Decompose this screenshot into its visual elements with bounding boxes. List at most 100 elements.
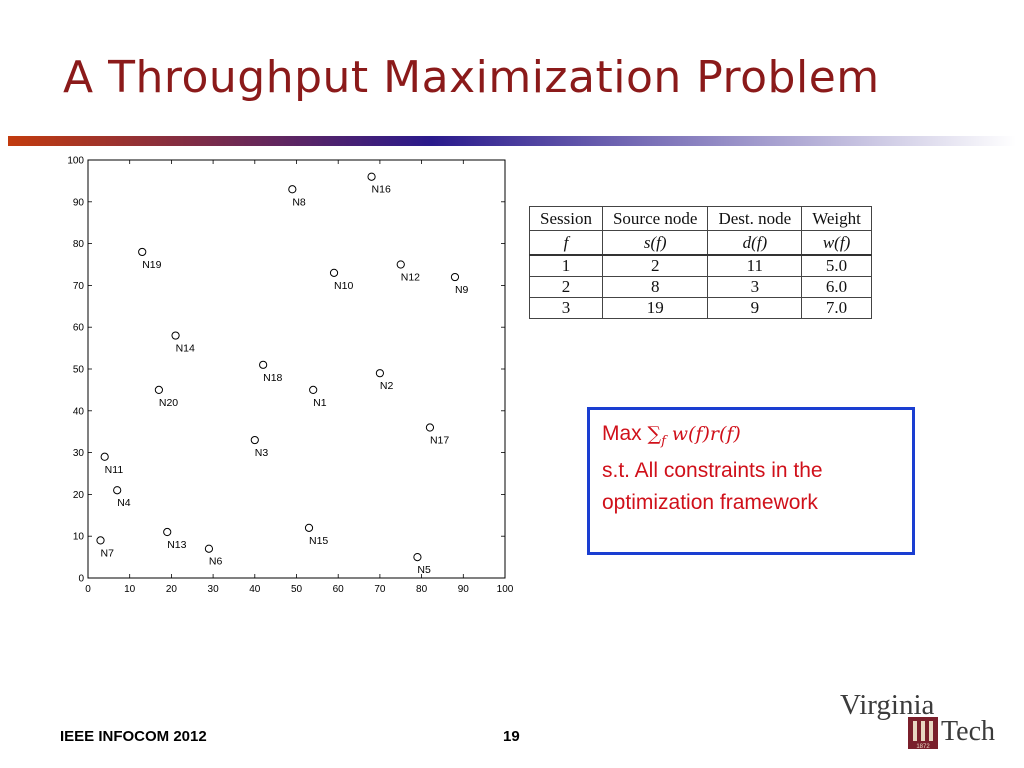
node-marker <box>259 360 268 369</box>
dest-cell: 3 <box>707 276 803 298</box>
y-tick-label: 80 <box>73 239 85 250</box>
node-label: N13 <box>167 539 186 551</box>
node-marker <box>367 172 376 181</box>
weight-cell: 5.0 <box>801 254 872 277</box>
x-tick-label: 0 <box>85 584 91 595</box>
y-tick-label: 50 <box>73 365 85 376</box>
node-marker <box>204 544 214 553</box>
header-session: Session <box>529 206 603 231</box>
node-marker <box>304 523 314 532</box>
slide-title: A Throughput Maximization Problem <box>63 52 880 103</box>
logo-virginia-text: Virginia <box>840 689 935 721</box>
header-dest-node: Dest. node <box>707 206 803 231</box>
header-weight: Weight <box>801 206 872 231</box>
header-session-symbol: f <box>529 230 603 256</box>
footer-conference: IEEE INFOCOM 2012 <box>60 728 207 745</box>
x-tick-label: 20 <box>166 584 178 595</box>
y-tick-label: 0 <box>78 574 84 585</box>
node-label: N18 <box>263 372 282 384</box>
source-cell: 19 <box>601 297 709 319</box>
node-marker <box>329 268 339 277</box>
session-cell: 2 <box>529 276 603 298</box>
x-tick-label: 40 <box>249 584 261 595</box>
node-marker <box>396 260 405 269</box>
source-cell: 2 <box>601 254 709 277</box>
header-source-symbol: s(f) <box>601 230 709 256</box>
node-label: N8 <box>292 196 306 208</box>
node-label: N4 <box>117 497 131 509</box>
node-marker <box>413 553 422 562</box>
y-tick-label: 30 <box>73 448 85 459</box>
node-marker <box>100 452 109 461</box>
x-tick-label: 10 <box>124 584 136 595</box>
node-marker <box>425 423 435 432</box>
y-tick-label: 70 <box>73 281 85 292</box>
node-marker <box>450 272 460 282</box>
node-label: N2 <box>380 380 394 392</box>
node-marker <box>154 385 163 394</box>
header-dest-symbol: d(f) <box>707 230 803 256</box>
x-tick-label: 60 <box>333 584 345 595</box>
node-marker <box>171 331 180 340</box>
objective-expression: w(f)r(f) <box>671 423 741 445</box>
dest-cell: 11 <box>707 254 803 277</box>
virginia-tech-logo: Virginia 1872 Tech <box>840 689 995 750</box>
node-marker <box>96 536 105 545</box>
node-label: N15 <box>309 535 328 547</box>
weight-cell: 7.0 <box>801 297 872 319</box>
logo-seal: 1872 <box>908 717 938 750</box>
node-marker <box>163 527 172 537</box>
y-tick-label: 40 <box>73 406 85 417</box>
node-label: N1 <box>313 397 327 409</box>
node-label: N17 <box>430 435 449 447</box>
node-marker <box>138 247 147 257</box>
constraint-line-1: s.t. All constraints in the <box>602 459 823 482</box>
node-label: N11 <box>105 464 124 476</box>
y-tick-label: 10 <box>73 532 85 543</box>
session-table: Session Source node Dest. node Weight f … <box>529 206 872 319</box>
table-row: 2 8 3 6.0 <box>529 276 872 298</box>
objective-box: Max ∑f w(f)r(f) s.t. All constraints in … <box>587 407 915 555</box>
y-tick-label: 90 <box>73 197 85 208</box>
plot-frame <box>87 159 506 579</box>
sum-symbol: ∑ <box>647 423 662 445</box>
y-tick-label: 60 <box>73 323 85 334</box>
node-marker <box>250 435 259 445</box>
logo-seal-year: 1872 <box>916 744 930 750</box>
max-label: Max <box>602 422 642 445</box>
node-label: N9 <box>455 284 469 296</box>
x-tick-label: 30 <box>208 584 220 595</box>
node-label: N20 <box>159 397 178 409</box>
y-tick-label: 100 <box>67 156 84 167</box>
table-row: 3 19 9 7.0 <box>529 297 872 319</box>
node-marker <box>375 369 384 378</box>
objective-line: Max ∑f w(f)r(f) <box>602 422 741 449</box>
source-cell: 8 <box>601 276 709 298</box>
x-tick-label: 100 <box>497 584 514 595</box>
session-cell: 1 <box>529 254 603 277</box>
session-cell: 3 <box>529 297 603 319</box>
y-tick-label: 20 <box>73 490 85 501</box>
x-tick-label: 90 <box>458 584 470 595</box>
header-weight-symbol: w(f) <box>801 230 872 256</box>
x-tick-label: 80 <box>416 584 428 595</box>
node-label: N19 <box>142 259 161 271</box>
node-label: N12 <box>401 272 420 284</box>
title-divider <box>8 136 1016 146</box>
node-label: N5 <box>417 564 431 576</box>
table-row: 1 2 11 5.0 <box>529 254 872 277</box>
dest-cell: 9 <box>707 297 803 319</box>
node-label: N14 <box>176 343 195 355</box>
constraint-line-2: optimization framework <box>602 491 818 514</box>
node-marker <box>113 486 122 495</box>
node-label: N6 <box>209 556 223 568</box>
node-label: N16 <box>372 184 391 196</box>
node-placement-plot: 0 10 20 30 40 50 60 70 80 90 100 0 10 20 30 40 50 60 70 80 9… <box>67 156 514 596</box>
logo-tech-text: Tech <box>941 716 995 747</box>
page-number: 19 <box>503 728 520 745</box>
header-source-node: Source node <box>601 206 709 231</box>
node-marker <box>309 385 318 394</box>
x-tick-label: 70 <box>374 584 386 595</box>
node-marker <box>288 185 297 194</box>
sum-index: f <box>661 434 666 450</box>
